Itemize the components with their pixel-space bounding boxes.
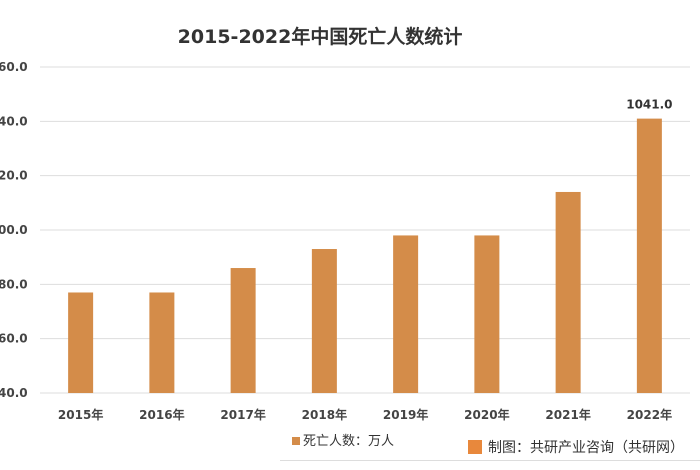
x-tick-label: 2016年 bbox=[139, 407, 184, 422]
x-tick-label: 2018年 bbox=[302, 407, 347, 422]
x-tick-label: 2019年 bbox=[383, 407, 428, 422]
source-text: 制图：共研产业咨询（共研网） bbox=[488, 440, 684, 456]
bar bbox=[393, 235, 419, 393]
bar bbox=[311, 249, 337, 393]
chart-title: 2015-2022年中国死亡人数统计 bbox=[177, 26, 463, 48]
bar bbox=[474, 235, 500, 393]
y-tick-label: 60.0 bbox=[0, 332, 28, 346]
bar bbox=[555, 191, 581, 393]
bar bbox=[149, 292, 175, 393]
x-tick-label: 2017年 bbox=[220, 407, 265, 422]
data-label: 1041.0 bbox=[626, 98, 672, 112]
legend-label: 死亡人数：万人 bbox=[303, 434, 395, 449]
x-tick-label: 2015年 bbox=[58, 407, 103, 422]
x-tick-label: 2021年 bbox=[545, 407, 590, 422]
legend-swatch bbox=[292, 437, 300, 445]
x-tick-label: 2022年 bbox=[627, 407, 672, 422]
bar bbox=[230, 268, 256, 393]
y-tick-label: 20.0 bbox=[0, 169, 28, 183]
y-tick-label: 40.0 bbox=[0, 386, 28, 400]
source-note: 制图：共研产业咨询（共研网） bbox=[468, 437, 684, 457]
y-tick-label: 40.0 bbox=[0, 114, 28, 128]
logo-icon bbox=[468, 440, 482, 454]
bar bbox=[636, 118, 662, 393]
y-tick-label: 80.0 bbox=[0, 277, 28, 291]
legend: 死亡人数：万人 bbox=[292, 430, 394, 449]
bar bbox=[68, 292, 94, 393]
divider bbox=[280, 460, 700, 461]
y-tick-label: 60.0 bbox=[0, 60, 28, 74]
y-tick-label: 00.0 bbox=[0, 223, 28, 237]
x-tick-label: 2020年 bbox=[464, 407, 509, 422]
